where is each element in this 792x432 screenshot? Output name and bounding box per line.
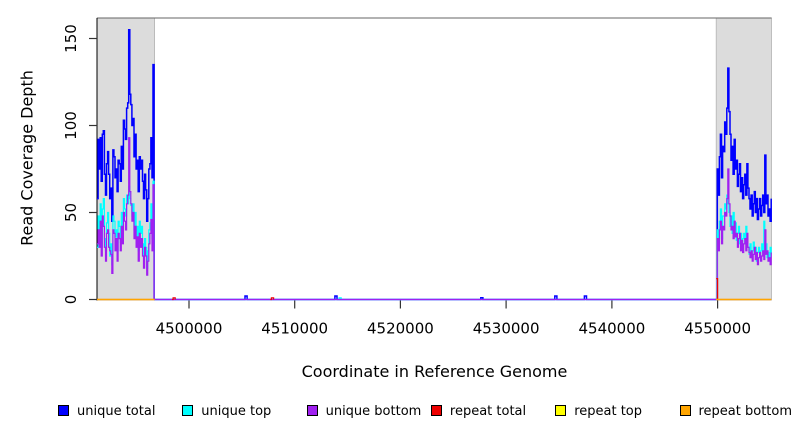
legend-item-repeat-total: repeat total — [430, 401, 527, 419]
legend-swatch-icon — [58, 405, 69, 416]
legend-item-unique-bottom: unique bottom — [306, 401, 422, 419]
series-group — [97, 29, 772, 301]
legend-swatch-icon — [679, 405, 691, 416]
legend-swatch-icon — [182, 405, 194, 416]
x-tick-label: 4500000 — [156, 320, 223, 338]
legend-label: repeat top — [574, 403, 642, 419]
series-line-unique-top — [716, 194, 772, 301]
x-tick-label: 4520000 — [367, 320, 434, 338]
legend-label: repeat total — [449, 403, 527, 419]
x-tick-label: 4550000 — [684, 320, 751, 338]
legend-item-repeat-top: repeat top — [555, 401, 642, 419]
series-line-unique-total — [97, 29, 155, 300]
series-line-unique-total — [716, 67, 772, 301]
series-line-unique-total — [154, 295, 717, 301]
legend-label: unique bottom — [325, 403, 422, 419]
y-axis-title: Read Coverage Depth — [17, 70, 37, 246]
legend-swatch-icon — [430, 405, 442, 416]
legend: unique total unique top unique bottom repea… — [0, 401, 792, 421]
x-tick-label: 4530000 — [473, 320, 540, 338]
x-tick-label: 4510000 — [261, 320, 328, 338]
legend-swatch-icon — [555, 405, 567, 416]
legend-item-unique-top: unique top — [182, 401, 272, 419]
y-tick-label: 150 — [62, 24, 80, 53]
legend-label: unique total — [77, 403, 156, 419]
legend-item-unique-total: unique total — [58, 401, 156, 419]
series-line-unique-top — [97, 180, 155, 300]
legend-item-repeat-bottom: repeat bottom — [679, 401, 792, 419]
series-line-repeat-total — [172, 297, 176, 301]
y-tick-label: 50 — [62, 203, 80, 222]
x-axis-title: Coordinate in Reference Genome — [301, 362, 568, 381]
x-tick-label: 4540000 — [578, 320, 645, 338]
series-line-unique-bottom — [97, 137, 155, 300]
legend-label: unique top — [201, 403, 272, 419]
series-line-repeat-total — [270, 297, 275, 301]
y-tick-label: 0 — [62, 295, 80, 305]
series-line-unique-bottom — [716, 168, 772, 301]
legend-label: repeat bottom — [698, 403, 792, 419]
y-tick-label: 100 — [62, 111, 80, 140]
legend-swatch-icon — [306, 405, 318, 416]
